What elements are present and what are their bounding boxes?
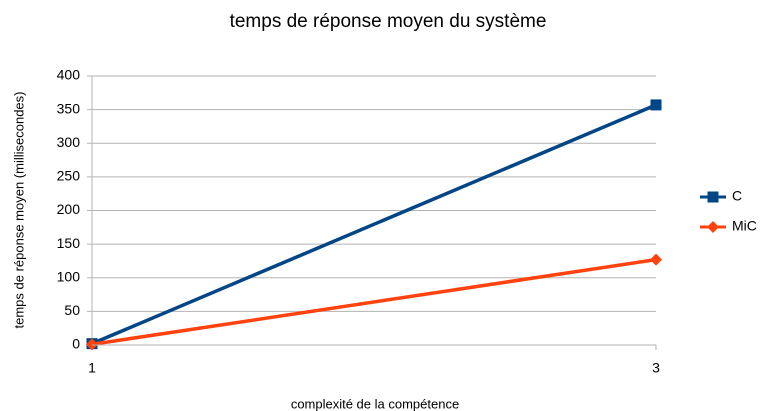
y-tick-label: 250 [57,168,81,184]
y-tick-label: 100 [57,268,81,284]
legend-label: C [732,188,742,204]
chart-title: temps de réponse moyen du système [230,11,547,32]
series-line [91,257,657,347]
legend-label: MiC [732,218,757,234]
series-line [91,103,657,346]
y-tick-label: 0 [72,336,80,352]
legend-marker [707,191,719,203]
x-axis-title: complexité de la compétence [291,396,459,411]
y-tick-label: 300 [57,134,81,150]
y-tick-label: 50 [64,302,80,318]
x-tick-label: 3 [652,360,660,376]
y-tick-label: 350 [57,100,81,116]
legend-marker [707,221,719,233]
y-axis-title: temps de réponse moyen (millisecondes) [11,92,26,329]
y-tick-label: 200 [57,201,81,217]
data-point [650,99,662,111]
y-tick-label: 400 [57,67,81,83]
x-tick-label: 1 [88,360,96,376]
y-tick-label: 150 [57,235,81,251]
data-point [86,338,98,351]
data-point [650,253,662,266]
